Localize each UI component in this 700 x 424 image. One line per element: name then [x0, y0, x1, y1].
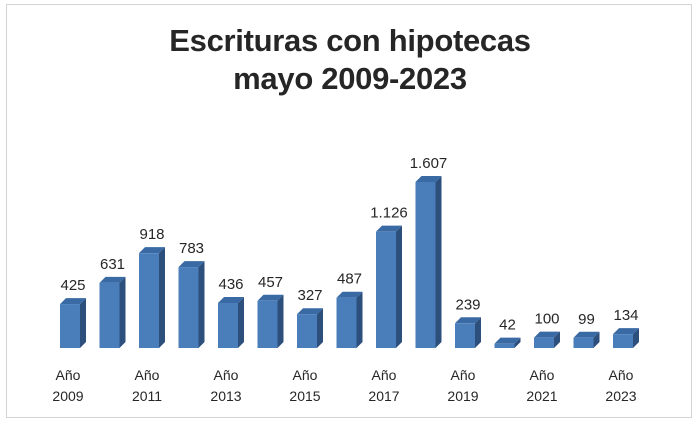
- data-label: 42: [499, 317, 516, 334]
- bar-año-2011: [139, 247, 165, 348]
- bar-side: [317, 308, 323, 348]
- data-label: 457: [258, 274, 283, 291]
- bar-año-2014: [257, 294, 284, 348]
- tick-label-line-1: Año: [56, 367, 81, 383]
- tick-label-line-1: Año: [451, 367, 476, 383]
- tick-label-line-1: Año: [135, 367, 160, 383]
- data-label: 1.126: [370, 205, 408, 222]
- bar-side: [159, 247, 165, 348]
- data-label: 631: [100, 256, 125, 273]
- bar-front: [336, 297, 357, 348]
- bar-top: [99, 276, 126, 283]
- tick-label-line-2: 2011: [132, 388, 162, 404]
- bar-side: [514, 337, 521, 348]
- bar-side: [277, 294, 284, 348]
- bar-side: [119, 276, 126, 348]
- tick-label-line-2: 2009: [52, 388, 83, 404]
- data-label: 918: [139, 226, 164, 243]
- bar-top: [218, 296, 244, 303]
- bar-front: [494, 343, 515, 348]
- bar-top: [455, 317, 481, 324]
- data-label: 487: [337, 271, 362, 288]
- bar-año-2018: [415, 176, 442, 348]
- data-label: 1.607: [410, 155, 448, 172]
- bar-top: [534, 331, 560, 338]
- tick-label-line-2: 2021: [526, 388, 557, 404]
- data-label: 100: [534, 311, 559, 328]
- bar-año-2020: [494, 337, 521, 348]
- bar-top: [257, 294, 284, 301]
- data-label: 436: [218, 276, 243, 293]
- tick-label-line-1: Año: [372, 367, 397, 383]
- bar-año-2021: [534, 331, 560, 348]
- bar-side: [238, 296, 244, 348]
- tick-label-line-1: Año: [293, 367, 318, 383]
- tick-label-line-1: Año: [214, 367, 239, 383]
- data-label: 239: [455, 296, 480, 313]
- bar-top: [178, 261, 205, 268]
- bar-front: [415, 182, 436, 348]
- data-label: 783: [179, 240, 204, 257]
- bar-side: [396, 225, 402, 348]
- tick-label-line-2: 2023: [605, 388, 636, 404]
- bar-top: [494, 337, 521, 344]
- bar-side: [356, 291, 363, 348]
- bar-año-2010: [99, 276, 126, 348]
- bar-side: [475, 317, 481, 348]
- bar-front: [534, 337, 554, 348]
- bar-top: [297, 308, 323, 315]
- bar-front: [139, 253, 159, 348]
- bar-top: [415, 176, 442, 182]
- chart-title: Escrituras con hipotecas mayo 2009-2023: [0, 22, 700, 98]
- bar-side: [554, 331, 560, 348]
- data-label: 134: [613, 307, 638, 324]
- tick-label-line-2: 2019: [447, 388, 478, 404]
- bar-side: [593, 331, 600, 348]
- tick-label-line-2: 2017: [368, 388, 399, 404]
- bar-top: [376, 225, 402, 232]
- bar-año-2023: [613, 328, 639, 348]
- bar-año-2017: [376, 225, 402, 348]
- bar-año-2009: [60, 298, 86, 348]
- bar-front: [218, 302, 238, 348]
- bar-front: [573, 337, 594, 348]
- bar-side: [633, 328, 639, 348]
- bar-front: [455, 323, 475, 348]
- chart-title-line-2: mayo 2009-2023: [233, 61, 467, 96]
- bar-front: [297, 314, 317, 348]
- tick-label-line-2: 2015: [289, 388, 320, 404]
- bar-año-2022: [573, 331, 600, 348]
- bar-top: [336, 291, 363, 298]
- bar-año-2019: [455, 317, 481, 348]
- chart-frame: [6, 4, 692, 418]
- tick-label-line-1: Año: [609, 367, 634, 383]
- bar-front: [613, 334, 633, 348]
- bar-año-2013: [218, 296, 244, 348]
- bar-side: [435, 176, 442, 348]
- bar-side: [198, 261, 205, 348]
- bar-front: [99, 282, 120, 348]
- data-label: 327: [297, 287, 322, 304]
- bar-front: [60, 304, 80, 348]
- bar-año-2016: [336, 291, 363, 348]
- data-label: 425: [60, 277, 85, 294]
- bar-año-2012: [178, 261, 205, 348]
- tick-label-line-2: 2013: [210, 388, 241, 404]
- bar-front: [376, 231, 396, 348]
- bar-top: [613, 328, 639, 335]
- bar-top: [573, 331, 600, 338]
- bar-top: [60, 298, 86, 305]
- chart-title-line-1: Escrituras con hipotecas: [169, 23, 531, 58]
- tick-label-line-1: Año: [530, 367, 555, 383]
- data-label: 99: [578, 311, 595, 328]
- bar-front: [178, 267, 199, 348]
- bar-side: [80, 298, 86, 348]
- bar-año-2015: [297, 308, 323, 348]
- bar-top: [139, 247, 165, 254]
- bar-front: [257, 300, 278, 348]
